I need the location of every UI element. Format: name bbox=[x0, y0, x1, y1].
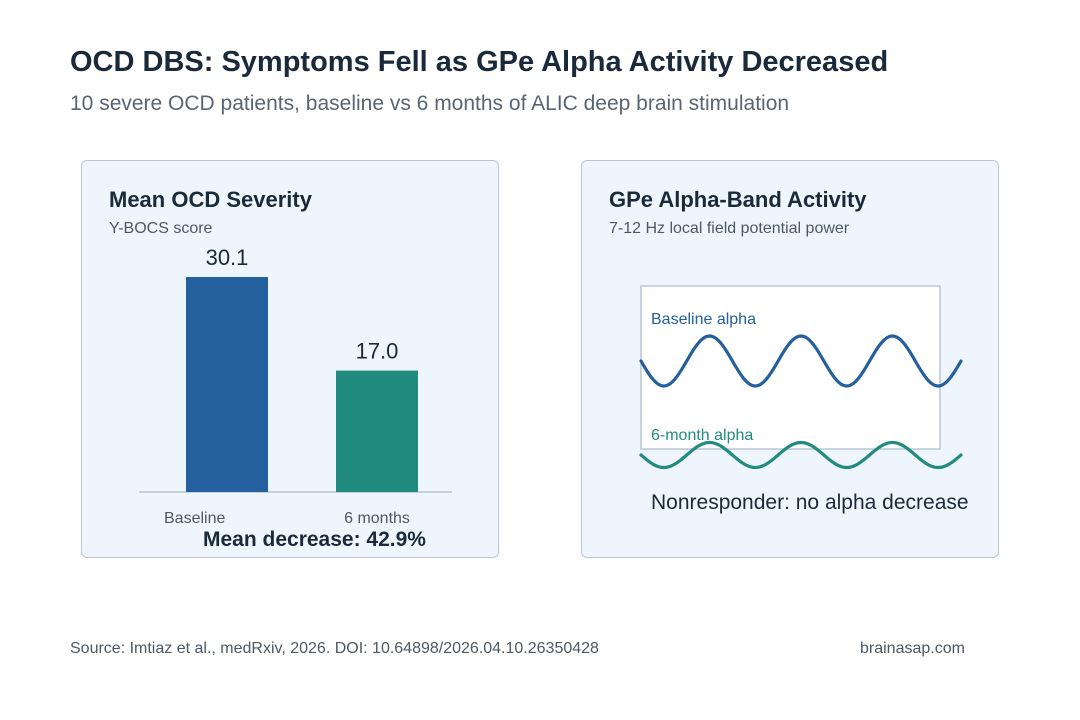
severity-chart-title: Mean OCD Severity bbox=[109, 187, 312, 212]
severity-panel: Mean OCD Severity Y-BOCS score 30.1 Basel… bbox=[81, 160, 499, 558]
bar-baseline bbox=[186, 277, 268, 492]
alpha-chart-title: GPe Alpha-Band Activity bbox=[609, 187, 867, 212]
bar-value-label: 30.1 bbox=[206, 245, 249, 270]
alpha-panel: GPe Alpha-Band Activity 7-12 Hz local fi… bbox=[581, 160, 999, 558]
bar-value-label: 17.0 bbox=[356, 339, 399, 364]
source-citation: Source: Imtiaz et al., medRxiv, 2026. DO… bbox=[70, 640, 599, 657]
site-credit: brainasap.com bbox=[860, 640, 965, 657]
alpha-chart-subtitle: 7-12 Hz local field potential power bbox=[609, 220, 850, 237]
severity-chart-subtitle: Y-BOCS score bbox=[109, 220, 213, 237]
severity-bar-chart: 30.1 Baseline 17.0 6 months bbox=[139, 245, 452, 527]
category-label: Baseline bbox=[164, 510, 225, 527]
mean-decrease-annotation: Mean decrease: 42.9% bbox=[203, 528, 426, 551]
page-title: OCD DBS: Symptoms Fell as GPe Alpha Acti… bbox=[70, 46, 889, 78]
bar-six-months bbox=[336, 370, 418, 492]
page-subtitle: 10 severe OCD patients, baseline vs 6 mo… bbox=[70, 92, 790, 115]
category-label: 6 months bbox=[344, 510, 410, 527]
